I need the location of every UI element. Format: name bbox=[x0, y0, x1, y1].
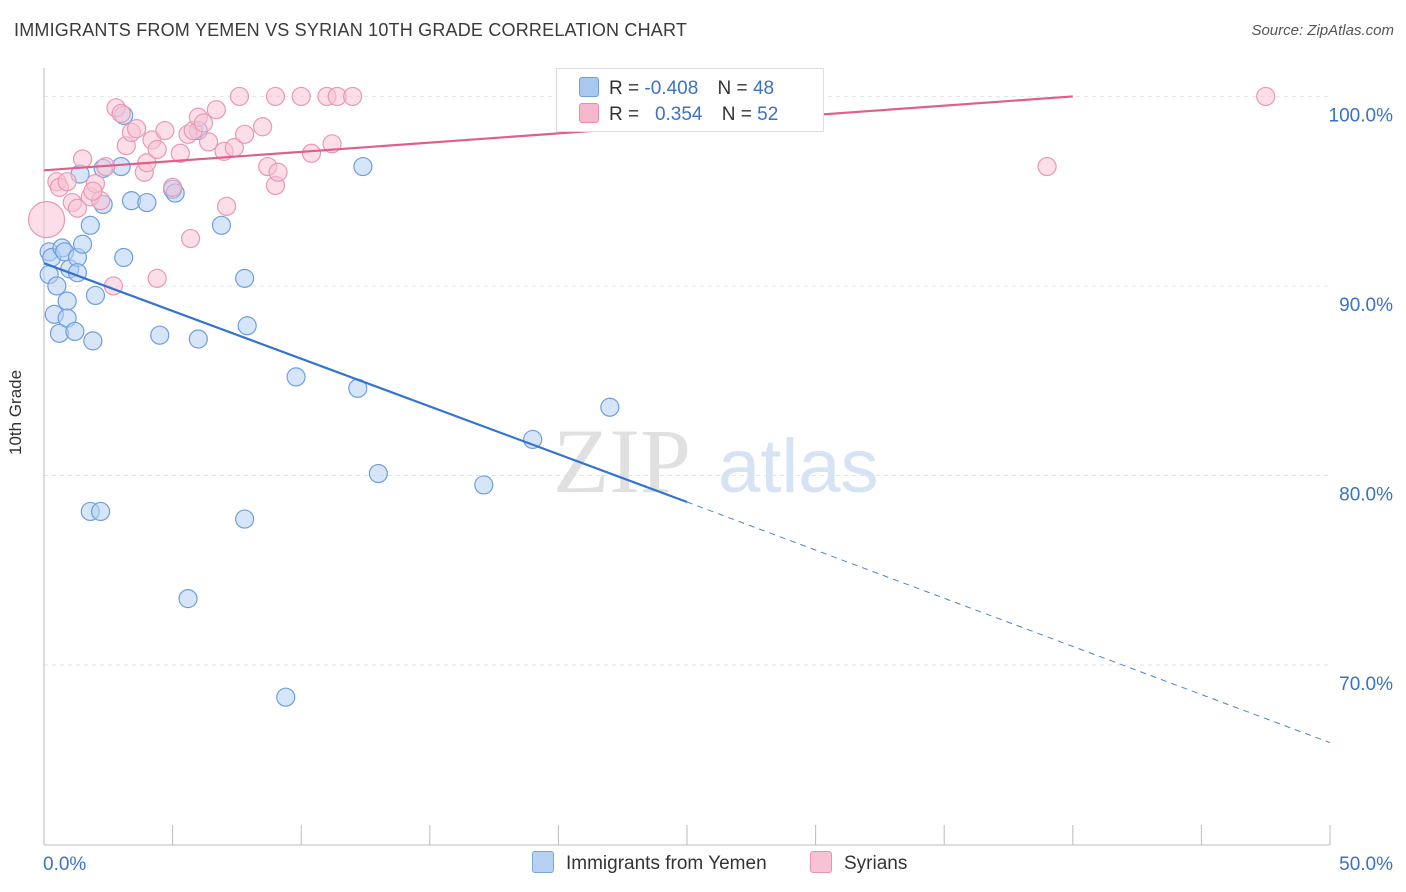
stats-row-yemen: R = -0.408 N = 48 bbox=[579, 77, 774, 99]
yemen-trendline-extension bbox=[686, 501, 1331, 744]
syrians-point bbox=[57, 172, 77, 192]
series-legend: Immigrants from Yemen Syrians bbox=[0, 851, 1406, 879]
source-label: Source: ZipAtlas.com bbox=[1251, 22, 1394, 39]
y-tick-label: 70.0% bbox=[1339, 674, 1393, 695]
yemen-point bbox=[368, 463, 388, 484]
stats-row-syrians: R = 0.354 N = 52 bbox=[579, 103, 778, 125]
syrians-point bbox=[235, 124, 255, 144]
yemen-point bbox=[137, 192, 157, 213]
legend-item-syrians[interactable]: Syrians bbox=[810, 851, 907, 875]
syrians-point bbox=[268, 162, 288, 182]
syrians-point bbox=[229, 86, 250, 107]
yemen-point bbox=[150, 325, 170, 345]
r-value-syrians: 0.354 bbox=[654, 104, 703, 125]
r-value-yemen: -0.408 bbox=[644, 78, 699, 99]
syrians-point bbox=[253, 117, 273, 137]
axes bbox=[43, 68, 1331, 846]
syrians-point bbox=[343, 86, 363, 107]
syrians-point bbox=[27, 201, 66, 239]
watermark-atlas: atlas bbox=[718, 424, 879, 509]
grid-lines bbox=[44, 95, 1330, 666]
x-tick-label-max: 50.0% bbox=[1339, 854, 1393, 875]
yemen-point bbox=[57, 291, 77, 311]
yemen-point bbox=[47, 276, 67, 296]
stats-legend: R = -0.408 N = 48 R = 0.354 N = 52 bbox=[556, 68, 824, 132]
r-label: R = bbox=[609, 78, 640, 99]
legend-label-yemen: Immigrants from Yemen bbox=[566, 853, 767, 874]
n-value-yemen: 48 bbox=[752, 78, 775, 99]
yemen-point bbox=[353, 156, 373, 177]
n-label: N = bbox=[721, 104, 752, 125]
syrians-point bbox=[206, 100, 226, 120]
yemen-point bbox=[188, 329, 208, 349]
trendlines bbox=[43, 95, 1331, 744]
syrians-point bbox=[126, 119, 147, 139]
y-tick-label: 100.0% bbox=[1329, 105, 1394, 126]
chart-title: IMMIGRANTS FROM YEMEN VS SYRIAN 10TH GRA… bbox=[14, 20, 688, 40]
syrians-point bbox=[291, 86, 311, 107]
tick-labels: 100.0% 90.0% 80.0% 70.0% 0.0% 50.0% bbox=[43, 105, 1393, 875]
yemen-point bbox=[211, 215, 232, 235]
x-tick-label-min: 0.0% bbox=[43, 854, 86, 875]
syrians-point bbox=[199, 132, 219, 152]
n-label: N = bbox=[717, 78, 748, 99]
yemen-point bbox=[235, 268, 255, 288]
syrians-point bbox=[301, 143, 322, 163]
syrians-point bbox=[1256, 86, 1276, 107]
legend-label-syrians: Syrians bbox=[844, 853, 908, 874]
syrians-point bbox=[170, 143, 190, 163]
y-tick-label: 90.0% bbox=[1339, 295, 1393, 316]
yemen-point bbox=[237, 316, 257, 336]
syrians-point bbox=[147, 139, 167, 160]
yemen-point bbox=[72, 234, 93, 254]
r-label: R = bbox=[609, 104, 640, 125]
yemen-point bbox=[85, 285, 106, 306]
y-tick-label: 80.0% bbox=[1339, 484, 1393, 505]
yemen-point bbox=[114, 247, 134, 268]
legend-swatch-syrians bbox=[810, 851, 832, 873]
yemen-point bbox=[90, 501, 111, 522]
yemen-point bbox=[600, 397, 620, 417]
syrians-point bbox=[163, 177, 183, 197]
legend-item-yemen[interactable]: Immigrants from Yemen bbox=[532, 851, 767, 875]
n-value-syrians: 52 bbox=[757, 104, 779, 125]
yemen-swatch bbox=[579, 77, 599, 97]
yemen-point bbox=[65, 321, 85, 342]
yemen-point bbox=[235, 509, 255, 529]
yemen-point bbox=[83, 331, 103, 351]
syrians-point bbox=[193, 113, 214, 133]
syrians-point bbox=[217, 196, 237, 216]
yemen-trendline bbox=[43, 262, 688, 504]
syrians-point bbox=[147, 268, 167, 288]
watermark: ZIP atlas bbox=[553, 410, 879, 512]
syrians-point bbox=[111, 103, 131, 124]
yemen-point bbox=[474, 475, 494, 495]
syrians-point bbox=[155, 120, 175, 141]
data-points bbox=[27, 86, 1276, 707]
yemen-point bbox=[276, 687, 296, 707]
syrians-point bbox=[83, 181, 103, 201]
syrians-trendline bbox=[43, 95, 1073, 172]
syrians-swatch bbox=[579, 103, 599, 123]
syrians-point bbox=[265, 86, 286, 107]
syrians-point bbox=[67, 198, 88, 218]
syrians-point bbox=[181, 228, 201, 249]
syrians-point bbox=[1037, 156, 1057, 177]
syrians-point bbox=[72, 149, 93, 169]
yemen-point bbox=[80, 215, 100, 235]
legend-swatch-yemen bbox=[532, 851, 554, 873]
yemen-point bbox=[178, 589, 198, 609]
yemen-point bbox=[286, 367, 306, 387]
